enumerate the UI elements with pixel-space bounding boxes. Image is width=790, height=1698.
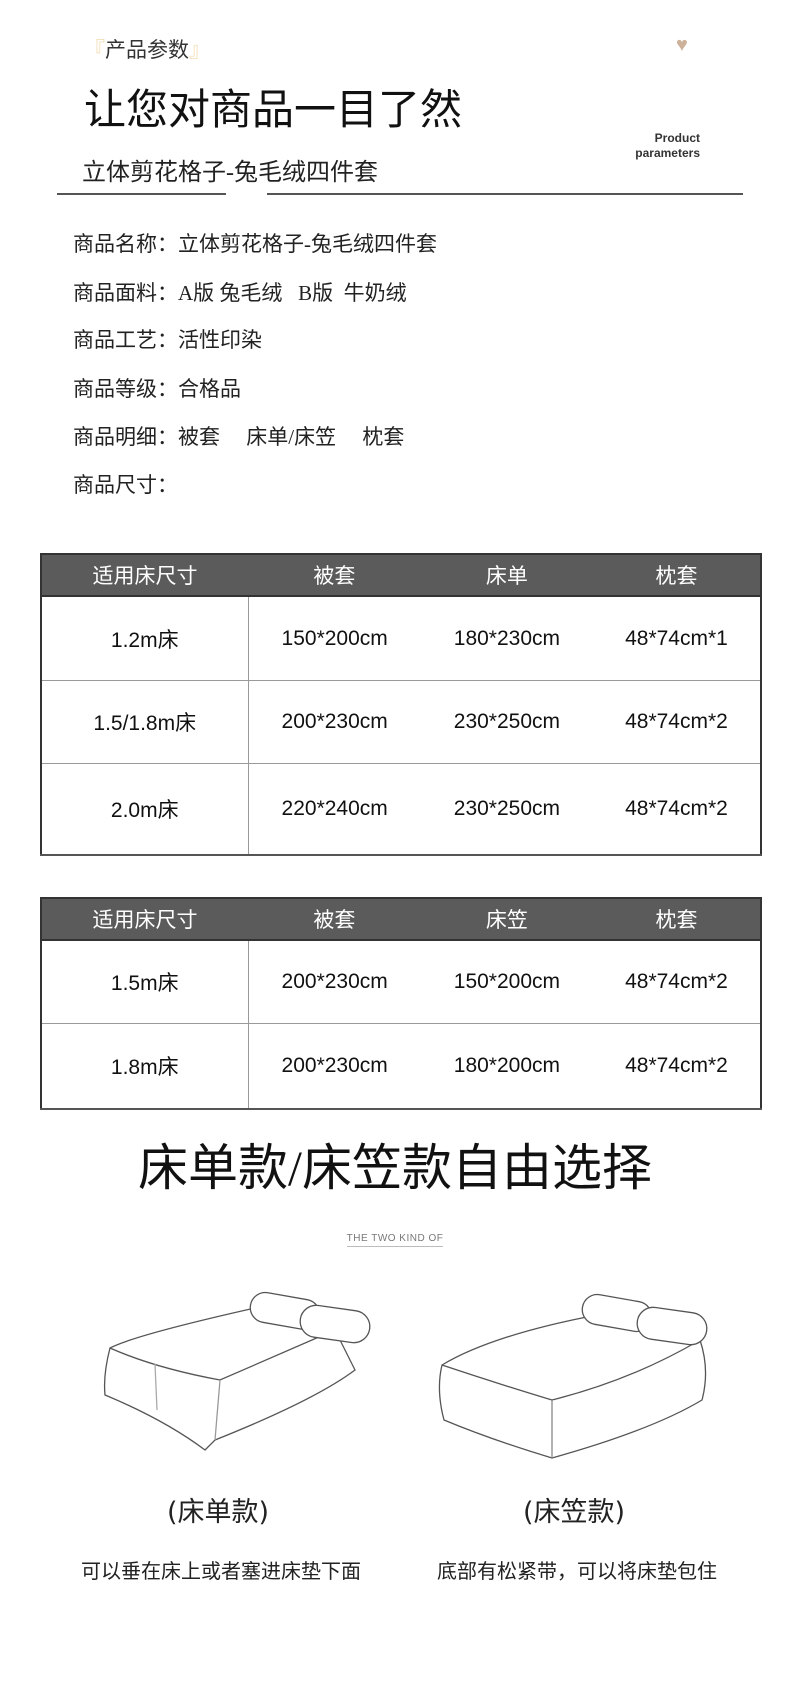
table-row: 1.8m床 200*230cm 180*200cm 48*74cm*2	[41, 1023, 761, 1109]
choice-heading: 床单款/床笠款自由选择	[138, 1140, 652, 1196]
spec-row: 商品尺寸：	[73, 469, 178, 499]
spec-label: 商品尺寸：	[73, 473, 178, 497]
spec-value: 被套 床单/床笠 枕套	[178, 425, 405, 449]
table-cell: 48*74cm*2	[592, 939, 761, 1024]
spec-label: 商品明细：	[73, 425, 178, 449]
table-cell: 230*250cm	[420, 763, 593, 855]
column-header: 被套	[248, 553, 421, 597]
spec-label: 商品等级：	[73, 377, 178, 401]
table-cell: 1.8m床	[41, 1023, 249, 1109]
size-table-fitted-sheet: 适用床尺寸 被套 床笠 枕套 1.5m床 200*230cm 150*200cm 48*74c…	[40, 897, 762, 1110]
fitted-sheet-bed-illustration	[438, 1293, 708, 1459]
divider-left	[57, 193, 226, 195]
table-cell: 180*230cm	[420, 595, 593, 681]
table-cell: 2.0m床	[41, 763, 249, 855]
table-cell: 180*200cm	[420, 1023, 593, 1109]
divider-right	[267, 193, 743, 195]
spec-label: 商品面料：	[73, 281, 178, 305]
heart-icon: ♥	[676, 34, 688, 56]
table-cell: 150*200cm	[248, 595, 421, 681]
table-row: 1.5m床 200*230cm 150*200cm 48*74cm*2	[41, 939, 761, 1024]
spec-row: 商品明细：被套 床单/床笠 枕套	[73, 421, 404, 451]
table-cell: 200*230cm	[248, 680, 421, 764]
spec-row: 商品名称：立体剪花格子-兔毛绒四件套	[73, 228, 437, 258]
spec-row: 商品面料：A版 兔毛绒 B版 牛奶绒	[73, 277, 407, 307]
spec-value: 活性印染	[178, 328, 262, 352]
table-cell: 150*200cm	[420, 939, 593, 1024]
table-cell: 48*74cm*2	[592, 1023, 761, 1109]
table-cell: 48*74cm*2	[592, 680, 761, 764]
size-table-flat-sheet: 适用床尺寸 被套 床单 枕套 1.2m床 150*200cm 180*230cm 48*74c…	[40, 553, 762, 856]
table-row: 2.0m床 220*240cm 230*250cm 48*74cm*2	[41, 763, 761, 855]
table-cell: 48*74cm*1	[592, 595, 761, 681]
table-cell: 1.5/1.8m床	[41, 680, 249, 764]
table-cell: 200*230cm	[248, 1023, 421, 1109]
column-header: 适用床尺寸	[41, 897, 248, 941]
fitted-sheet-label: (床笠款)	[522, 1497, 626, 1528]
spec-value: 立体剪花格子-兔毛绒四件套	[178, 232, 437, 256]
column-header: 床单	[420, 553, 593, 597]
column-header: 适用床尺寸	[41, 553, 248, 597]
spec-value: A版 兔毛绒 B版 牛奶绒	[178, 281, 407, 305]
spec-value: 合格品	[178, 377, 241, 401]
table-cell: 230*250cm	[420, 680, 593, 764]
section-tag-text: 产品参数	[105, 38, 189, 62]
table-cell: 220*240cm	[248, 763, 421, 855]
choice-subheading: THE TWO KIND OF	[0, 1233, 790, 1247]
column-header: 枕套	[592, 897, 761, 941]
column-header: 被套	[248, 897, 421, 941]
product-subtitle: 立体剪花格子-兔毛绒四件套	[82, 160, 378, 186]
column-header: 枕套	[592, 553, 761, 597]
flat-sheet-caption: 可以垂在床上或者塞进床垫下面	[81, 1559, 361, 1583]
english-label: Product parameters	[635, 131, 700, 160]
spec-label: 商品名称：	[73, 232, 178, 256]
spec-label: 商品工艺：	[73, 328, 178, 352]
fitted-sheet-caption: 底部有松紧带，可以将床垫包住	[437, 1559, 717, 1583]
section-tag: 『产品参数』	[84, 38, 210, 62]
page-title: 让您对商品一目了然	[84, 88, 463, 134]
flat-sheet-label: (床单款)	[166, 1497, 270, 1528]
column-header: 床笠	[420, 897, 593, 941]
flat-sheet-bed-illustration	[103, 1291, 371, 1451]
spec-row: 商品工艺：活性印染	[73, 324, 262, 354]
table-cell: 200*230cm	[248, 939, 421, 1024]
spec-row: 商品等级：合格品	[73, 373, 241, 403]
table-row: 1.2m床 150*200cm 180*230cm 48*74cm*1	[41, 595, 761, 681]
table-row: 1.5/1.8m床 200*230cm 230*250cm 48*74cm*2	[41, 680, 761, 764]
table-cell: 1.2m床	[41, 595, 249, 681]
table-cell: 1.5m床	[41, 939, 249, 1024]
table-cell: 48*74cm*2	[592, 763, 761, 855]
